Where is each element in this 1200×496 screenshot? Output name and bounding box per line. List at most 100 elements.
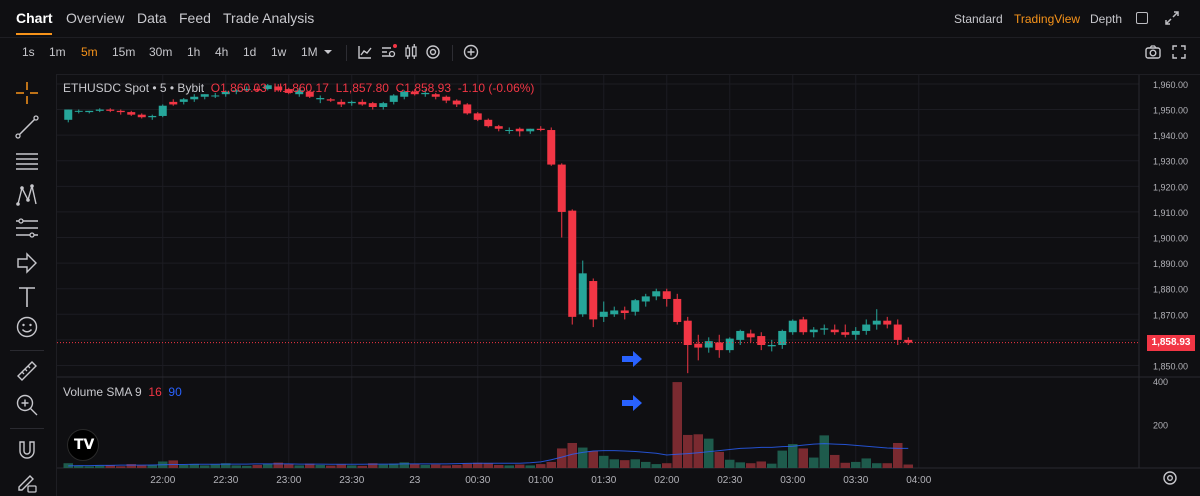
candle-body <box>74 110 83 112</box>
chart-type-icon[interactable] <box>356 43 374 61</box>
trendline-icon[interactable] <box>14 114 40 140</box>
candle-body <box>494 126 503 129</box>
volume-bar <box>105 465 115 468</box>
tab-overview[interactable]: Overview <box>66 10 125 26</box>
candle-body <box>809 329 818 333</box>
volume-bar <box>494 464 504 468</box>
camera-icon[interactable] <box>1144 43 1162 61</box>
volume-bar <box>231 465 241 468</box>
time-tick-label: 00:30 <box>465 475 490 486</box>
candle-body <box>578 273 587 315</box>
volume-bar <box>200 465 210 468</box>
volume-bar <box>557 448 567 468</box>
tab-chart[interactable]: Chart <box>16 10 53 26</box>
candle-body <box>64 109 73 120</box>
interval-1m[interactable]: 1m <box>49 45 66 59</box>
candle-body <box>851 330 860 335</box>
interval-15m[interactable]: 15m <box>112 45 136 59</box>
price-legend: ETHUSDC Spot • 5 • Bybit O1,860.03 H1,86… <box>63 81 534 95</box>
volume-bar <box>137 465 147 468</box>
candle-body <box>274 86 283 91</box>
volume-bar <box>84 466 94 468</box>
interval-5m[interactable]: 5m <box>81 45 98 59</box>
candle-body <box>652 291 661 297</box>
zoom-in-icon[interactable] <box>14 392 40 418</box>
volume-bar <box>515 464 525 468</box>
horizontal-lines-icon[interactable] <box>14 148 40 174</box>
symbol-label[interactable]: ETHUSDC Spot • 5 • Bybit <box>63 81 205 95</box>
view-depth[interactable]: Depth <box>1090 12 1123 26</box>
volume-bar <box>273 462 283 468</box>
interval-1M[interactable]: 1M <box>301 45 318 59</box>
candle-body <box>883 320 892 325</box>
lock-pen-icon[interactable] <box>14 470 40 496</box>
price-tick-label: 1,910.00 <box>1153 208 1188 218</box>
view-tradingview[interactable]: TradingView <box>1014 12 1081 26</box>
price-tick-label: 1,880.00 <box>1153 285 1188 295</box>
volume-bar <box>410 464 420 468</box>
candle-body <box>295 90 304 95</box>
candle-body <box>484 119 493 127</box>
crosshair-icon[interactable] <box>14 80 40 106</box>
toolbar-divider <box>346 45 347 61</box>
candle-body <box>242 89 251 91</box>
tab-data[interactable]: Data <box>137 10 167 26</box>
price-tick-label: 1,890.00 <box>1153 259 1188 269</box>
expand-icon[interactable] <box>1164 10 1180 26</box>
emoji-icon[interactable] <box>14 314 40 340</box>
volume-bar <box>872 463 882 468</box>
volume-bar <box>221 463 231 468</box>
candle-body <box>190 96 199 100</box>
fullscreen-icon[interactable] <box>1170 43 1188 61</box>
volume-bar <box>326 465 336 468</box>
pattern-icon[interactable] <box>14 182 40 208</box>
add-icon[interactable] <box>462 43 480 61</box>
candle-body <box>127 112 136 115</box>
candle-body <box>148 115 157 118</box>
interval-1s[interactable]: 1s <box>22 45 35 59</box>
candle-body <box>389 95 398 102</box>
volume-bar <box>788 444 798 468</box>
candle-body <box>473 113 482 120</box>
candle-body <box>704 341 713 348</box>
tradingview-logo[interactable]: TV <box>67 429 99 461</box>
arrow-icon[interactable] <box>14 250 40 276</box>
interval-1h[interactable]: 1h <box>187 45 201 59</box>
candle-body <box>368 103 377 107</box>
candle-body <box>526 128 535 132</box>
volume-label[interactable]: Volume SMA 9 <box>63 385 142 399</box>
fib-icon[interactable] <box>14 216 40 242</box>
interval-1d[interactable]: 1d <box>243 45 257 59</box>
volume-bar <box>704 438 714 468</box>
tab-trade-analysis[interactable]: Trade Analysis <box>223 10 315 26</box>
interval-30m[interactable]: 30m <box>149 45 173 59</box>
candle-body <box>725 338 734 351</box>
chart-canvas[interactable]: 1,960.00 1,950.00 1,940.00 1,930.00 1,920.00… <box>56 74 1200 496</box>
volume-bar <box>777 450 787 468</box>
view-standard[interactable]: Standard <box>954 12 1003 26</box>
ruler-icon[interactable] <box>14 358 40 384</box>
interval-dropdown-icon[interactable] <box>322 46 334 58</box>
magnet-icon[interactable] <box>14 438 40 464</box>
candle-body <box>778 330 787 346</box>
tab-feed[interactable]: Feed <box>179 10 211 26</box>
candle-body <box>421 92 430 95</box>
text-icon[interactable] <box>14 284 40 310</box>
indicators-icon[interactable] <box>380 43 398 61</box>
candle-body <box>746 333 755 338</box>
interval-1w[interactable]: 1w <box>271 45 287 59</box>
price-tick-label: 1,900.00 <box>1153 234 1188 244</box>
volume-bar <box>147 464 157 468</box>
candle-body <box>683 320 692 346</box>
candle-body <box>263 85 272 90</box>
price-chart[interactable]: 1,960.00 1,950.00 1,940.00 1,930.00 1,920.00… <box>57 75 1200 496</box>
volume-bar <box>336 464 346 468</box>
candle-style-icon[interactable] <box>402 43 420 61</box>
settings-icon[interactable] <box>424 43 442 61</box>
volume-bar <box>809 457 819 468</box>
interval-4h[interactable]: 4h <box>215 45 229 59</box>
checkbox-icon[interactable] <box>1136 12 1148 24</box>
volume-value: 16 <box>148 385 162 399</box>
gear-icon[interactable] <box>1161 469 1179 487</box>
candle-body <box>326 99 335 101</box>
